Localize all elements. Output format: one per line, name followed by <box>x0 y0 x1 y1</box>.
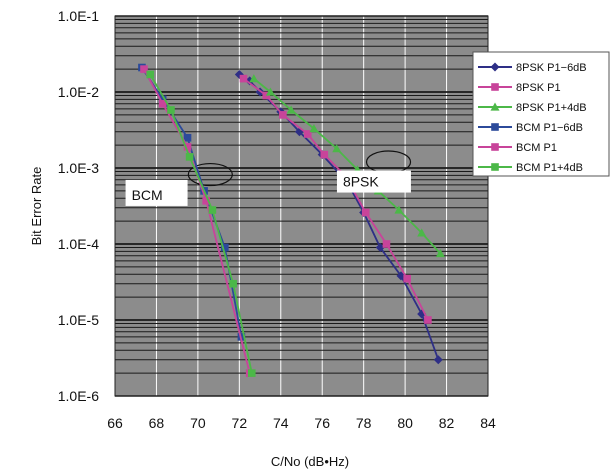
legend-label: 8PSK P1−6dB <box>516 62 587 74</box>
x-tick-label: 66 <box>107 415 123 431</box>
data-series <box>138 63 445 377</box>
data-point <box>265 87 275 96</box>
series-line <box>149 74 253 374</box>
x-axis-title: C/No (dB•Hz) <box>271 454 349 469</box>
series-line <box>253 77 441 255</box>
data-point <box>417 228 427 237</box>
data-point <box>183 143 192 151</box>
y-axis-title: Bit Error Rate <box>29 167 44 246</box>
data-point <box>208 206 217 214</box>
data-point <box>320 150 329 159</box>
data-point <box>382 240 391 248</box>
x-tick-label: 74 <box>273 415 289 431</box>
y-tick-label: 1.0E-2 <box>58 84 99 100</box>
legend-box <box>472 51 610 177</box>
legend-marker <box>491 143 499 151</box>
legend-label: BCM P1+4dB <box>516 162 583 174</box>
data-point <box>167 106 175 114</box>
annotation-label: 8PSK <box>343 174 379 190</box>
y-axis-ticks: 1.0E-1 1.0E-2 1.0E-3 1.0E-4 1.0E-5 1.0E-6 <box>58 8 99 404</box>
data-point <box>303 130 312 138</box>
data-point <box>146 70 155 79</box>
y-tick-label: 1.0E-3 <box>58 160 99 176</box>
y-tick-label: 1.0E-4 <box>58 236 99 252</box>
legend-marker <box>490 102 500 111</box>
plot-frame <box>114 15 489 397</box>
data-point <box>435 248 445 258</box>
annotation-ellipse <box>187 162 233 187</box>
x-tick-label: 80 <box>397 415 413 431</box>
data-point <box>279 111 287 119</box>
data-point <box>394 205 404 214</box>
y-tick-label: 1.0E-6 <box>58 388 99 404</box>
data-point <box>249 74 259 83</box>
data-point <box>202 197 210 205</box>
data-point <box>239 74 248 83</box>
annotation-box <box>125 179 188 206</box>
annotation-label: BCM <box>132 187 163 203</box>
plot-background <box>115 16 488 396</box>
annotation-box <box>336 170 411 193</box>
x-tick-label: 82 <box>439 415 455 431</box>
data-point <box>221 243 229 252</box>
legend-label: BCM P1−6dB <box>516 122 583 134</box>
data-point <box>375 242 385 252</box>
data-point <box>255 87 265 97</box>
legend-marker <box>490 62 500 72</box>
series-line <box>242 77 429 321</box>
data-point <box>158 95 167 104</box>
data-point <box>185 153 194 161</box>
data-point <box>433 355 443 365</box>
legend-label: BCM P1 <box>516 142 557 154</box>
y-tick-label: 1.0E-5 <box>58 312 99 328</box>
legend-label: 8PSK P1+4dB <box>516 102 587 114</box>
data-point <box>158 99 167 108</box>
x-tick-label: 70 <box>190 415 206 431</box>
data-point <box>424 316 432 324</box>
data-point <box>183 133 192 142</box>
x-tick-label: 84 <box>480 415 496 431</box>
grid-lines <box>115 15 488 397</box>
legend-marker <box>491 83 499 91</box>
series-group <box>146 70 256 377</box>
x-tick-label: 76 <box>314 415 330 431</box>
annotations: BCM 8PSK <box>125 170 411 206</box>
legend-marker <box>491 123 499 131</box>
data-point <box>403 274 411 283</box>
x-axis-ticks: 66 68 70 72 74 76 78 80 82 84 <box>107 415 496 431</box>
data-point <box>229 279 237 288</box>
x-tick-label: 68 <box>149 415 165 431</box>
data-point <box>361 208 370 217</box>
data-point <box>286 105 296 114</box>
y-tick-label: 1.0E-1 <box>58 8 99 24</box>
x-tick-label: 72 <box>232 415 248 431</box>
data-point <box>247 369 256 377</box>
legend-marker <box>491 163 499 171</box>
data-point <box>332 144 342 153</box>
legend: 8PSK P1−6dB 8PSK P1 8PSK P1+4dB BCM P1−6dB B… <box>472 51 610 177</box>
data-point <box>309 124 319 133</box>
data-point <box>140 65 148 73</box>
legend-label: 8PSK P1 <box>516 82 561 94</box>
x-tick-label: 78 <box>356 415 372 431</box>
